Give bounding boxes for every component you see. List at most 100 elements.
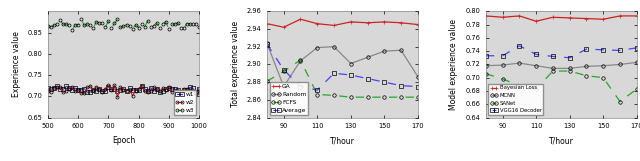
GA [296,18,304,20]
GA [397,22,405,24]
FCFS [296,59,304,61]
w1 [147,87,154,89]
SANet [566,70,573,72]
FCFS [330,94,338,96]
w2 [44,90,52,92]
Random [263,42,271,44]
Random [296,60,304,62]
Random [314,47,321,49]
w1 [44,87,52,89]
Bayesian Loss [549,16,557,18]
Legend: GA, Random, FCFS, Average: GA, Random, FCFS, Average [270,82,308,115]
GA [381,21,388,23]
MCNN [549,67,557,69]
w1 [195,88,203,90]
GA [347,21,355,23]
GA [364,22,371,24]
GA [414,24,422,26]
FCFS [280,71,287,72]
Line: w2: w2 [47,84,200,99]
w3 [195,26,203,28]
w2 [92,86,100,88]
VGG16 Decoder [616,49,624,51]
Bayesian Loss [482,15,490,17]
X-axis label: Epoch: Epoch [112,136,135,145]
Random [330,46,338,48]
Y-axis label: Model experience value: Model experience value [449,19,458,110]
Average [364,78,371,80]
Average [414,86,422,88]
w3 [159,23,166,25]
w1 [92,90,100,92]
FCFS [314,94,321,95]
Y-axis label: Total experience value: Total experience value [230,21,239,107]
Line: Bayesian Loss: Bayesian Loss [483,14,639,24]
w2 [159,87,166,89]
FCFS [347,96,355,98]
MCNN [532,65,540,67]
w3 [68,29,76,31]
w2 [195,90,203,92]
Line: GA: GA [264,17,420,30]
GA [263,23,271,25]
w3 [150,25,157,27]
VGG16 Decoder [532,53,540,55]
Bayesian Loss [616,15,624,17]
GA [314,23,321,25]
Line: Average: Average [265,42,420,92]
Bayesian Loss [582,18,590,19]
SANet [600,77,607,79]
Line: SANet: SANet [484,69,639,103]
w1 [192,91,200,93]
w3 [192,23,200,25]
VGG16 Decoder [516,45,524,47]
Average [397,85,405,87]
Line: VGG16 Decoder: VGG16 Decoder [484,44,639,60]
Random [347,63,355,65]
SANet [616,101,624,103]
Bayesian Loss [633,15,640,17]
w1 [90,89,97,91]
w2 [90,89,97,91]
MCNN [600,65,607,67]
w2 [111,84,118,86]
GA [330,24,338,26]
VGG16 Decoder [499,55,506,57]
SANet [532,88,540,90]
Line: w1: w1 [47,84,200,94]
SANet [633,88,640,90]
MCNN [633,62,640,63]
Line: FCFS: FCFS [265,58,420,99]
Line: Random: Random [265,41,420,88]
MCNN [616,63,624,65]
Bayesian Loss [532,20,540,22]
w3 [83,23,91,25]
Bayesian Loss [499,16,506,18]
FCFS [364,96,371,98]
w1 [156,91,164,93]
Random [381,50,388,52]
w1 [138,85,145,87]
w3 [44,25,52,27]
MCNN [482,65,490,67]
SANet [482,73,490,75]
VGG16 Decoder [600,49,607,51]
w2 [77,92,85,94]
FCFS [414,96,422,98]
Bayesian Loss [516,15,524,17]
Random [397,49,405,51]
SANet [549,70,557,72]
VGG16 Decoder [582,48,590,50]
Average [381,81,388,83]
Y-axis label: Experience value: Experience value [12,31,20,97]
FCFS [263,80,271,82]
MCNN [566,67,573,69]
SANet [499,78,506,80]
Line: MCNN: MCNN [484,61,639,70]
SANet [516,85,524,87]
MCNN [582,65,590,67]
VGG16 Decoder [633,47,640,49]
w2 [114,96,122,98]
SANet [582,75,590,77]
VGG16 Decoder [482,55,490,57]
